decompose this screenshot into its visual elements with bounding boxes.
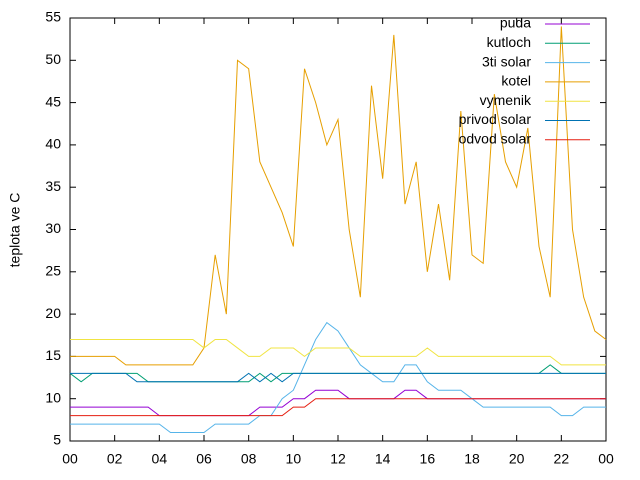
x-tick-label: 16: [420, 451, 436, 467]
x-tick-label: 12: [330, 451, 346, 467]
y-tick-label: 35: [45, 178, 61, 194]
y-tick-label: 20: [45, 305, 61, 321]
x-tick-label: 00: [598, 451, 614, 467]
x-tick-label: 04: [152, 451, 168, 467]
legend-label: puda: [500, 15, 531, 31]
y-tick-label: 10: [45, 389, 61, 405]
x-tick-label: 06: [196, 451, 212, 467]
y-tick-label: 45: [45, 93, 61, 109]
series-line: [70, 338, 606, 366]
x-tick-label: 08: [241, 451, 257, 467]
y-tick-label: 5: [53, 432, 61, 448]
legend-label: odvod solar: [459, 131, 532, 147]
x-tick-label: 02: [107, 451, 123, 467]
x-tick-label: 20: [509, 451, 525, 467]
series-line: [70, 398, 606, 417]
series-line: [70, 26, 607, 366]
series-line: [70, 372, 606, 383]
x-tick-label: 18: [464, 451, 480, 467]
legend-label: kotel: [501, 73, 531, 89]
x-tick-label: 14: [375, 451, 391, 467]
y-tick-label: 55: [45, 9, 61, 25]
legend-label: 3ti solar: [482, 53, 531, 69]
x-tick-label: 22: [554, 451, 570, 467]
y-axis-label: teplota ve C: [7, 193, 23, 268]
y-tick-label: 25: [45, 263, 61, 279]
legend-label: kutloch: [487, 34, 531, 50]
legend-label: privod solar: [459, 111, 532, 127]
y-tick-label: 30: [45, 220, 61, 236]
y-tick-label: 50: [45, 51, 61, 67]
legend-label: vymenik: [480, 92, 532, 108]
series-line: [70, 321, 606, 434]
y-tick-label: 40: [45, 136, 61, 152]
series-line: [70, 389, 606, 417]
x-tick-label: 00: [62, 451, 78, 467]
y-tick-label: 15: [45, 347, 61, 363]
x-tick-label: 10: [286, 451, 302, 467]
